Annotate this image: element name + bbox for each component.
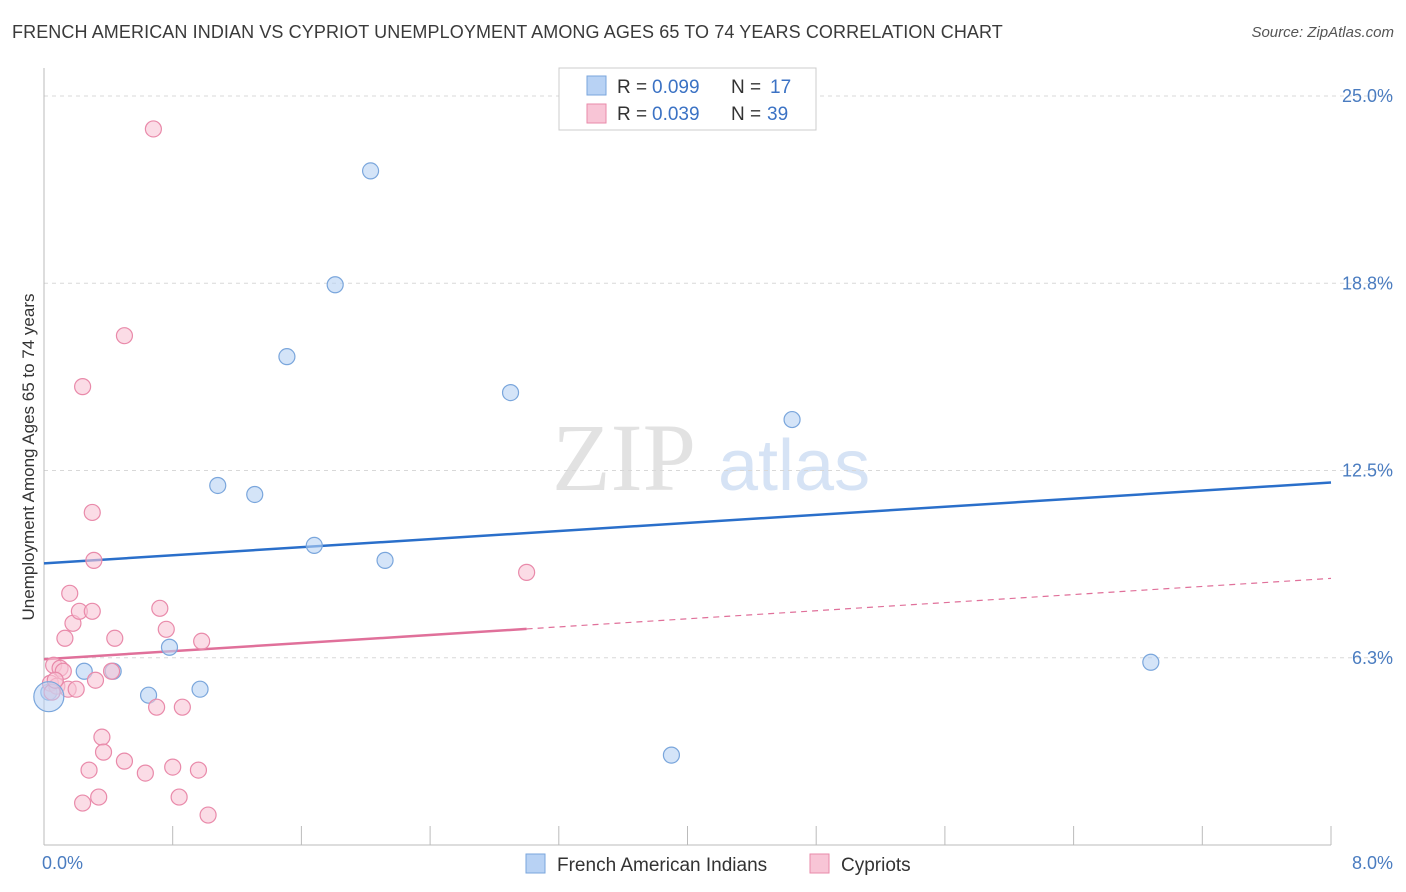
bottom-legend-swatch-pink	[809, 853, 830, 874]
blue-point-8	[278, 348, 296, 366]
legend-r-label-pink: R =	[617, 104, 647, 125]
pink-trend-line-dashed	[526, 577, 1332, 630]
pink-point-24	[115, 327, 134, 345]
x-tick-label-0: 0.0%	[42, 853, 83, 873]
legend-r-value-blue: 0.099	[652, 77, 700, 98]
pink-point-16	[85, 551, 103, 569]
pink-point-32	[173, 698, 191, 716]
blue-point-11	[361, 162, 380, 180]
pink-point-29	[157, 620, 175, 638]
pink-point-23	[115, 752, 134, 770]
top-legend: R = 0.099 N = 17 R = 0.039 N = 39	[558, 67, 817, 131]
legend-swatch-blue	[586, 75, 607, 96]
pink-trend-line-solid	[43, 627, 527, 661]
legend-r-label-blue: R =	[617, 77, 647, 98]
pink-point-17	[86, 671, 105, 689]
pink-point-7	[61, 584, 79, 602]
pink-point-34	[193, 632, 211, 650]
gridlines	[44, 95, 1391, 659]
blue-point-13	[501, 384, 520, 402]
blue-point-10	[326, 276, 344, 294]
y-tick-label-1: 12.5%	[1342, 461, 1393, 481]
pink-point-14	[83, 602, 101, 620]
legend-n-label-blue: N =	[731, 77, 761, 98]
pink-point-19	[93, 728, 111, 746]
blue-point-5	[191, 680, 209, 698]
blue-point-14	[662, 746, 681, 764]
trend-lines	[43, 481, 1332, 661]
y-tick-label-3: 25.0%	[1342, 86, 1393, 106]
legend-r-value-pink: 0.039	[652, 104, 700, 125]
pink-point-27	[148, 698, 166, 716]
pink-point-33	[189, 761, 208, 779]
bottom-legend: French American Indians Cypriots	[525, 853, 911, 876]
legend-n-label-pink: N =	[731, 104, 761, 125]
pink-point-22	[106, 629, 124, 647]
pink-point-26	[144, 120, 162, 138]
data-points	[33, 120, 1160, 824]
pink-point-9	[67, 680, 85, 698]
bottom-legend-label-pink: Cypriots	[841, 855, 911, 876]
pink-point-13	[80, 761, 98, 779]
x-tick-label-1: 8.0%	[1352, 853, 1393, 873]
tick-labels: 6.3% 12.5% 18.8% 25.0% 0.0% 8.0%	[42, 86, 1393, 873]
blue-point-16	[1142, 653, 1160, 671]
bottom-legend-swatch-blue	[525, 853, 546, 874]
bottom-legend-label-blue: French American Indians	[557, 855, 767, 876]
pink-point-15	[83, 503, 101, 522]
axes	[43, 68, 1332, 846]
pink-point-28	[151, 599, 169, 617]
blue-point-12	[376, 551, 394, 569]
y-axis-label: Unemployment Among Ages 65 to 74 years	[19, 294, 38, 621]
legend-n-value-blue: 17	[770, 77, 791, 98]
blue-point-15	[783, 410, 801, 429]
pink-point-31	[170, 788, 188, 806]
pink-point-18	[90, 788, 108, 806]
blue-point-3	[139, 686, 158, 704]
blue-point-9	[305, 536, 323, 555]
blue-point-1	[75, 662, 93, 680]
pink-point-36	[518, 563, 536, 581]
pink-point-11	[74, 378, 92, 396]
chart-title: FRENCH AMERICAN INDIAN VS CYPRIOT UNEMPL…	[12, 22, 1003, 42]
y-tick-label-0: 6.3%	[1352, 648, 1393, 668]
legend-swatch-pink	[586, 103, 607, 124]
blue-trend-line	[43, 481, 1332, 565]
chart-source: Source: ZipAtlas.com	[1251, 24, 1394, 41]
pink-point-12	[74, 794, 92, 812]
pink-point-21	[102, 662, 121, 680]
blue-point-large	[33, 681, 65, 713]
pink-point-20	[94, 743, 113, 761]
pink-point-35	[199, 806, 217, 824]
pink-point-5	[56, 629, 74, 647]
watermark-atlas: atlas	[718, 426, 870, 506]
watermark-zip: ZIP	[552, 404, 696, 511]
blue-point-4	[160, 638, 179, 656]
blue-point-6	[209, 476, 227, 495]
pink-point-25	[136, 764, 154, 782]
y-tick-label-2: 18.8%	[1342, 273, 1393, 293]
legend-n-value-pink: 39	[767, 104, 788, 125]
pink-point-30	[164, 758, 182, 776]
blue-point-7	[246, 485, 264, 504]
